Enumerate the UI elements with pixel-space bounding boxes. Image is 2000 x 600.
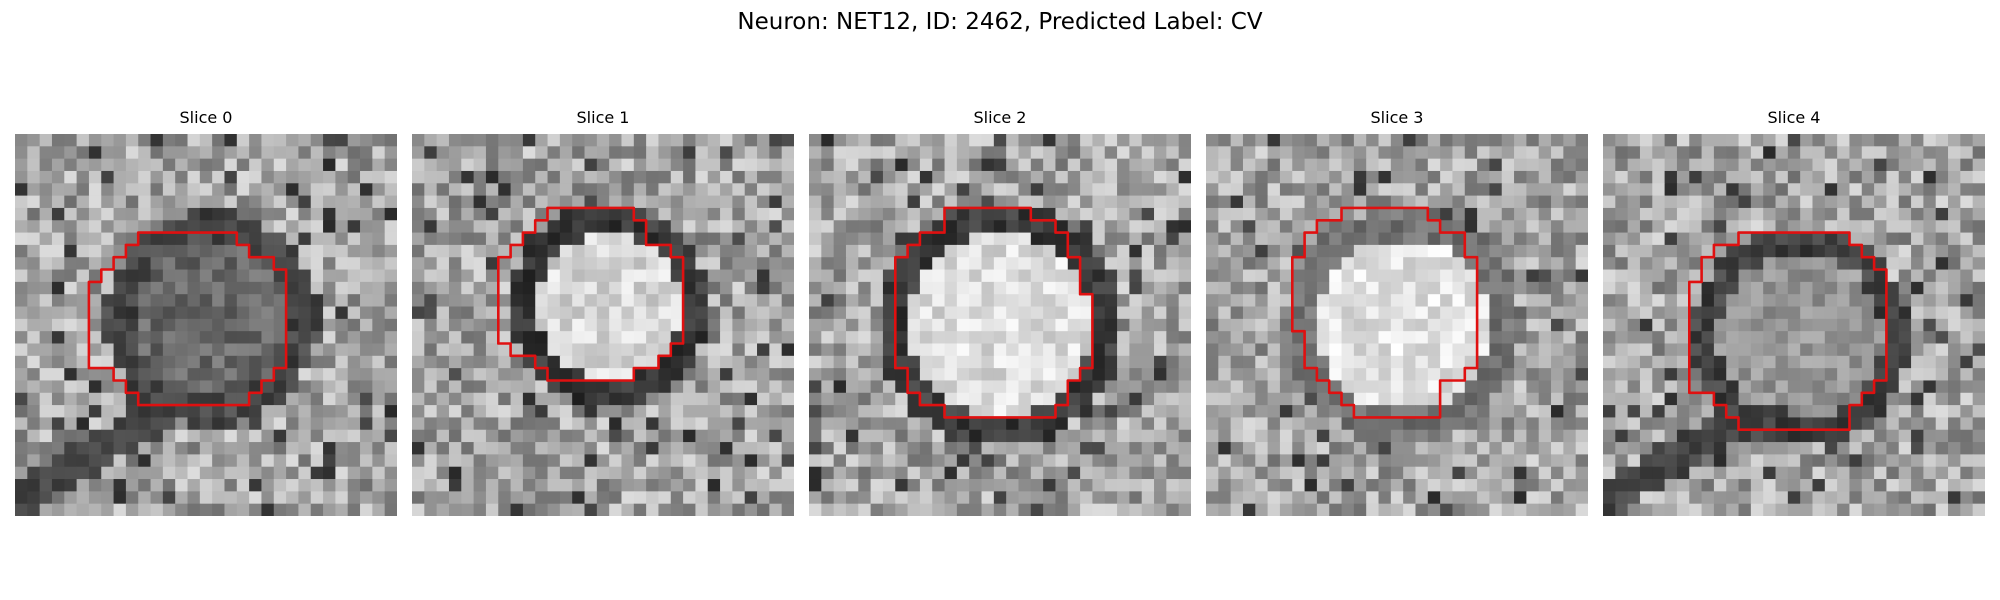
slice-panel-0: Slice 0: [15, 108, 397, 516]
slice-image: [809, 134, 1191, 516]
contour-outline: [894, 206, 1094, 419]
contour-outline: [1291, 206, 1479, 419]
slice-image: [1603, 134, 1985, 516]
slice-title: Slice 0: [179, 108, 233, 127]
slice-panel-2: Slice 2: [809, 108, 1191, 516]
slice-title: Slice 2: [973, 108, 1027, 127]
slice-image: [15, 134, 397, 516]
contour-outline: [497, 206, 685, 382]
slice-title: Slice 4: [1767, 108, 1821, 127]
contour-outline: [1688, 231, 1888, 432]
slice-title: Slice 1: [576, 108, 630, 127]
slice-panel-3: Slice 3: [1206, 108, 1588, 516]
slice-panel-1: Slice 1: [412, 108, 794, 516]
slice-title: Slice 3: [1370, 108, 1424, 127]
figure-title: Neuron: NET12, ID: 2462, Predicted Label…: [737, 9, 1263, 35]
contour-outline: [87, 231, 288, 407]
slice-image: [412, 134, 794, 516]
slice-panel-4: Slice 4: [1603, 108, 1985, 516]
slice-image: [1206, 134, 1588, 516]
